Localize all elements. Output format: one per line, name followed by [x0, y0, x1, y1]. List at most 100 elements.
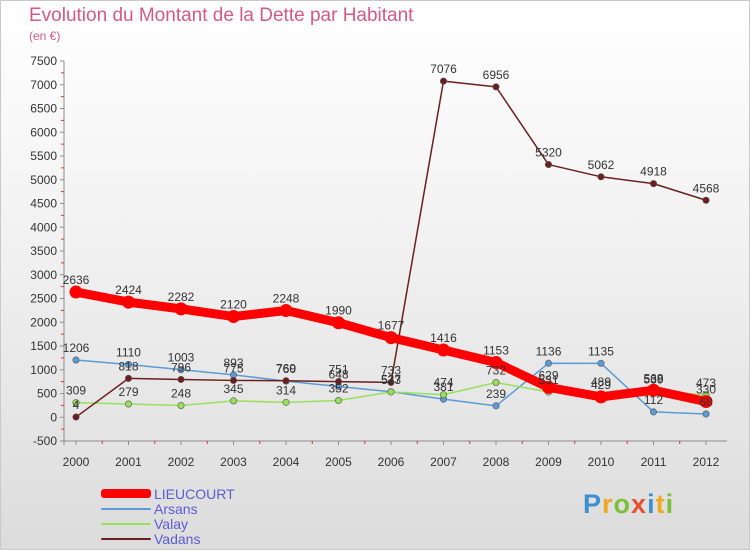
data-label-valay: 732 — [486, 363, 506, 377]
data-point-vadans — [177, 375, 185, 383]
legend-label-vadans: Vadans — [154, 530, 201, 547]
y-tick-label: 7500 — [30, 54, 57, 68]
data-point-vadans — [597, 173, 605, 181]
data-point-vadans — [544, 161, 552, 169]
data-point-arsans — [544, 359, 552, 367]
y-tick-label: 6500 — [30, 102, 57, 116]
y-tick-label: 3000 — [30, 268, 57, 282]
data-label-valay: 489 — [591, 375, 611, 389]
x-tick-label: 2009 — [535, 455, 562, 469]
data-label-valay: 531 — [538, 373, 558, 387]
data-label-lieucourt: 1677 — [378, 319, 405, 333]
data-label-arsans: 1206 — [63, 341, 90, 355]
legend-item-arsans: Arsans — [101, 501, 235, 517]
data-label-vadans: 5062 — [588, 158, 615, 172]
data-point-vadans — [282, 377, 290, 385]
data-label-valay: 309 — [66, 384, 86, 398]
legend-swatch-valay — [101, 522, 151, 525]
y-tick-label: 4500 — [30, 197, 57, 211]
y-tick-label: 3500 — [30, 244, 57, 258]
data-point-vadans — [702, 196, 710, 204]
data-point-valay — [72, 399, 80, 407]
x-tick-label: 2011 — [641, 455, 667, 469]
data-point-vadans — [230, 376, 238, 384]
data-point-arsans — [702, 410, 710, 418]
data-label-vadans: 818 — [118, 359, 138, 373]
x-tick-label: 2003 — [220, 455, 247, 469]
x-tick-label: 2001 — [115, 455, 142, 469]
data-label-arsans: 68 — [699, 395, 713, 409]
data-point-vadans — [72, 413, 80, 421]
data-label-valay: 352 — [328, 382, 348, 396]
legend-label-lieucourt: LIEUCOURT — [154, 485, 235, 502]
data-label-lieucourt: 1416 — [430, 331, 457, 345]
data-point-lieucourt — [594, 390, 608, 404]
data-label-vadans: 775 — [223, 361, 243, 375]
x-tick-label: 2005 — [325, 455, 352, 469]
data-point-lieucourt — [384, 331, 398, 345]
data-point-vadans — [492, 83, 500, 91]
data-point-lieucourt — [227, 310, 240, 324]
data-label-lieucourt: 2120 — [220, 298, 247, 312]
legend-swatch-arsans — [101, 507, 151, 510]
y-tick-label: 500 — [37, 387, 57, 401]
data-label-lieucourt: 568 — [643, 371, 663, 385]
x-tick-label: 2012 — [693, 455, 720, 469]
chart-title: Evolution du Montant de la Dette par Hab… — [29, 5, 414, 26]
data-label-vadans: 733 — [381, 363, 401, 377]
y-tick-label: 4000 — [30, 220, 57, 234]
data-point-lieucourt — [332, 316, 345, 330]
legend-swatch-vadans — [101, 537, 151, 540]
data-label-lieucourt: 2248 — [273, 291, 300, 305]
data-label-arsans: 239 — [486, 387, 506, 401]
data-point-valay — [334, 397, 342, 405]
data-point-lieucourt — [437, 343, 450, 357]
data-point-lieucourt — [489, 355, 503, 369]
data-label-vadans: 4918 — [640, 165, 667, 179]
y-tick-label: 1000 — [30, 363, 57, 377]
data-point-lieucourt — [122, 295, 135, 309]
legend-item-valay: Valay — [101, 516, 235, 532]
proxiti-logo: Proxiti — [583, 489, 675, 519]
data-label-lieucourt: 1153 — [483, 343, 509, 357]
data-point-arsans — [597, 359, 605, 367]
data-label-valay: 474 — [433, 376, 453, 390]
x-tick-label: 2000 — [63, 455, 90, 469]
data-label-vadans: 5320 — [535, 146, 562, 160]
data-label-lieucourt: 330 — [696, 383, 716, 397]
data-label-arsans: 537 — [381, 373, 401, 387]
data-label-vadans: 796 — [171, 360, 191, 374]
data-label-arsans: 1003 — [168, 351, 195, 365]
data-point-arsans — [72, 356, 80, 364]
data-label-valay: 345 — [223, 382, 243, 396]
data-label-valay: 314 — [276, 383, 296, 397]
data-label-lieucourt: 1990 — [325, 304, 352, 318]
data-label-arsans: 1110 — [116, 346, 141, 360]
data-point-lieucourt — [69, 285, 83, 299]
data-point-valay — [230, 397, 238, 405]
data-label-valay: 248 — [171, 386, 191, 400]
y-tick-label: 5500 — [30, 149, 57, 163]
data-point-vadans — [334, 378, 342, 386]
legend-swatch-lieucourt — [101, 489, 151, 498]
chart-legend: LIEUCOURT Arsans Valay Vadans — [101, 485, 235, 547]
data-label-arsans: 760 — [276, 362, 296, 376]
data-point-valay — [492, 378, 500, 386]
data-point-lieucourt — [699, 395, 713, 409]
data-point-lieucourt — [542, 380, 555, 394]
data-label-arsans: 381 — [433, 380, 453, 394]
x-tick-label: 2002 — [168, 455, 195, 469]
data-label-arsans: 1136 — [536, 344, 562, 358]
x-tick-label: 2010 — [588, 455, 615, 469]
data-label-valay: 473 — [696, 376, 716, 390]
data-point-valay — [439, 391, 447, 399]
data-label-vadans: 4 — [73, 398, 80, 412]
data-label-lieucourt: 629 — [538, 368, 558, 382]
data-point-valay — [282, 398, 290, 406]
x-tick-label: 2006 — [378, 455, 405, 469]
chart-subtitle: (en €) — [29, 29, 61, 43]
x-tick-label: 2007 — [430, 455, 457, 469]
data-label-lieucourt: 429 — [591, 378, 611, 392]
